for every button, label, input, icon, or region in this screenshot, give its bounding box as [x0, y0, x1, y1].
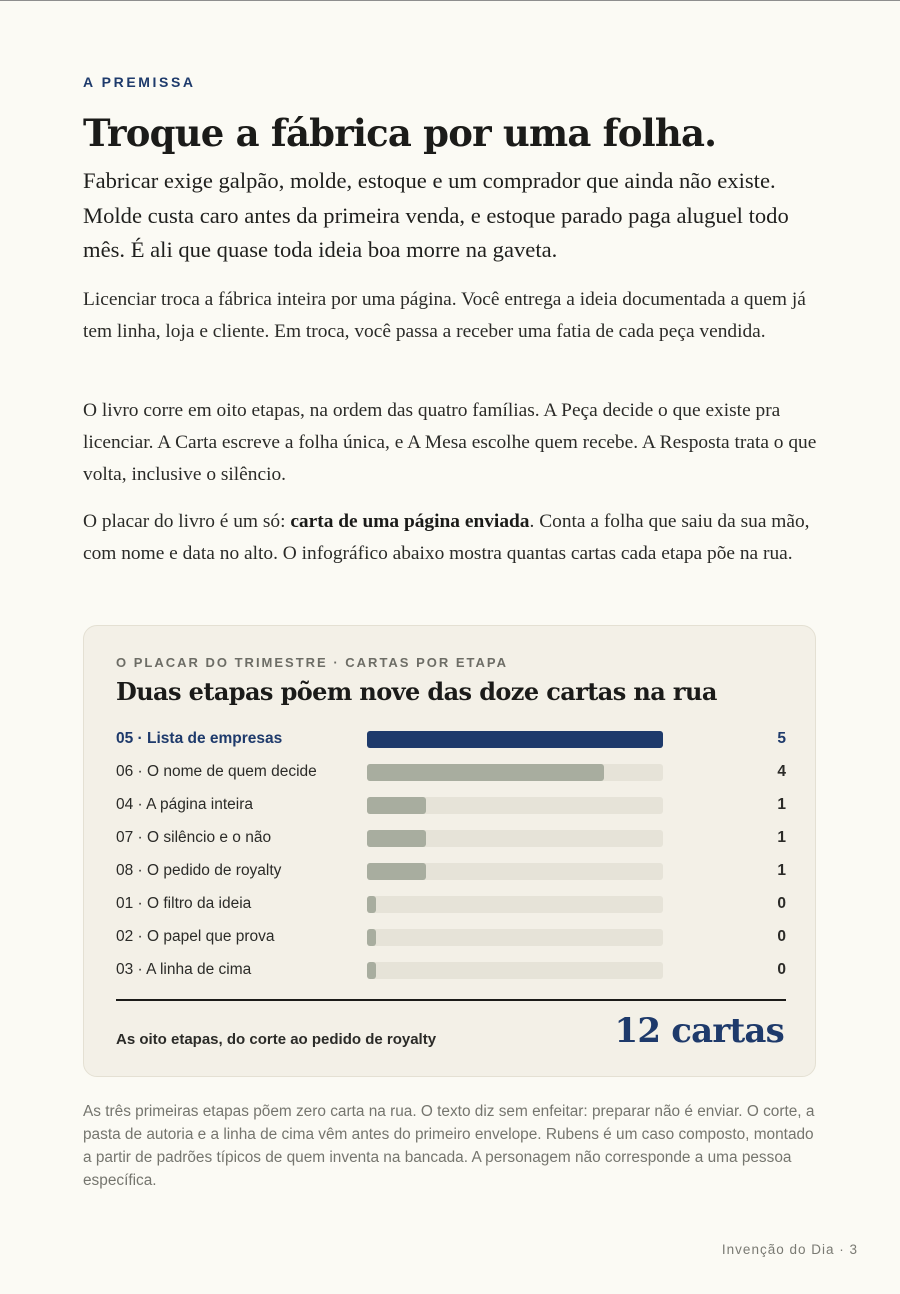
chart-row: 01 · O filtro da ideia 0 [116, 889, 786, 922]
chart-row: 08 · O pedido de royalty 1 [116, 856, 786, 889]
bar-label: 01 · O filtro da ideia [116, 895, 252, 912]
bar [367, 830, 427, 847]
bar-value: 5 [777, 730, 786, 747]
bar-label: 03 · A linha de cima [116, 961, 252, 978]
total-label: As oito etapas, do corte ao pedido de ro… [116, 1031, 437, 1048]
chart-eyebrow: O PLACAR DO TRIMESTRE · CARTAS POR ETAPA [116, 655, 508, 670]
total-divider [116, 999, 786, 1001]
total-value: 12 cartas [614, 1011, 785, 1051]
bar-value: 0 [777, 895, 786, 912]
bar-track [367, 929, 663, 946]
bar-label: 04 · A página inteira [116, 796, 254, 813]
bar-track [367, 830, 663, 847]
highlight-term: carta de uma página enviada [290, 511, 530, 532]
paragraph-text: . Conta a folha que saiu da sua mão, com… [83, 511, 810, 564]
bar [367, 797, 427, 814]
bar-track [367, 896, 663, 913]
lead-paragraph: Fabricar exige galpão, molde, estoque e … [83, 168, 789, 262]
bar [367, 962, 376, 979]
bar-value: 0 [777, 961, 786, 978]
page-title: Troque a fábrica por uma folha. [83, 111, 717, 155]
bar [367, 896, 376, 913]
bar-track [367, 863, 663, 880]
bar-value: 1 [777, 829, 786, 846]
bar-label: 05 · Lista de empresas [116, 730, 283, 747]
chart-title: Duas etapas põem nove das doze cartas na… [116, 677, 717, 706]
body-paragraph-3: O placar do livro é um só: carta de uma … [83, 506, 818, 570]
bar-label: 02 · O papel que prova [116, 928, 275, 945]
scoreboard-card: O PLACAR DO TRIMESTRE · CARTAS POR ETAPA… [83, 625, 816, 1077]
bar [367, 863, 427, 880]
chart-row: 03 · A linha de cima 0 [116, 955, 786, 988]
bar [367, 731, 663, 748]
body-paragraph-1: Licenciar troca a fábrica inteira por um… [83, 289, 806, 342]
bar-value: 0 [777, 928, 786, 945]
bar-value: 4 [777, 763, 786, 780]
chart-row: 02 · O papel que prova 0 [116, 922, 786, 955]
bar [367, 764, 604, 781]
bar-label: 08 · O pedido de royalty [116, 862, 282, 879]
bar-value: 1 [777, 796, 786, 813]
bar-track [367, 731, 663, 748]
bar-label: 07 · O silêncio e o não [116, 829, 272, 846]
page-footer: Invenção do Dia · 3 [721, 1242, 858, 1257]
chart-row: 07 · O silêncio e o não 1 [116, 823, 786, 856]
bar-label: 06 · O nome de quem decide [116, 763, 317, 780]
bar-chart: 05 · Lista de empresas 5 06 · O nome de qu… [116, 724, 786, 988]
bar [367, 929, 376, 946]
chart-row: 04 · A página inteira 1 [116, 790, 786, 823]
section-eyebrow: A PREMISSA [83, 74, 196, 90]
bar-value: 1 [777, 862, 786, 879]
bar-track [367, 764, 663, 781]
bar-track [367, 797, 663, 814]
chart-row: 06 · O nome de quem decide 4 [116, 757, 786, 790]
chart-row: 05 · Lista de empresas 5 [116, 724, 786, 757]
paragraph-text: O placar do livro é um só: [83, 511, 291, 532]
caption-note: As três primeiras etapas põem zero carta… [83, 1103, 815, 1189]
body-paragraph-2: O livro corre em oito etapas, na ordem d… [83, 400, 817, 485]
bar-track [367, 962, 663, 979]
